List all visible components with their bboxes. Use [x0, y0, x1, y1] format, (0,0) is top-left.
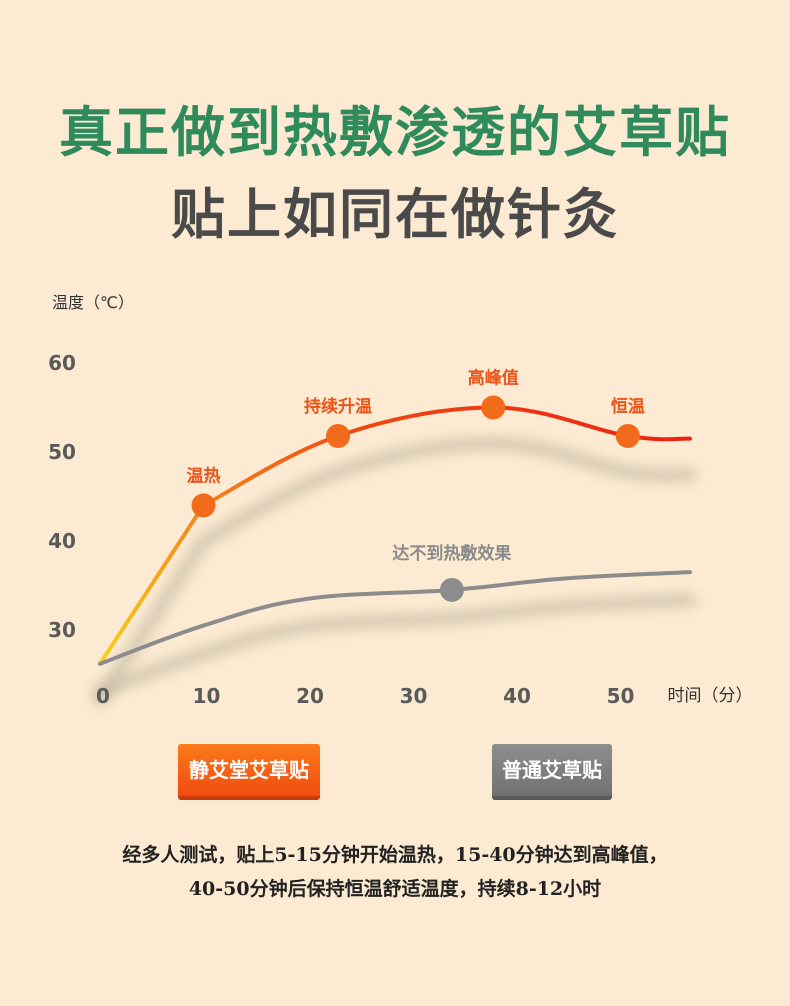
- y-tick-label: 30: [48, 618, 76, 642]
- legend-normal: 普通艾草贴: [492, 744, 612, 796]
- y-axis-label: 温度（℃）: [52, 293, 134, 312]
- data-point-marker: [191, 493, 216, 518]
- y-tick-label: 40: [48, 529, 76, 553]
- y-tick-label: 50: [48, 440, 76, 464]
- x-axis-label: 时间（分）: [668, 686, 753, 706]
- x-tick-label: 10: [193, 684, 221, 708]
- data-point-marker: [481, 395, 506, 420]
- x-tick-label: 20: [296, 684, 324, 708]
- series-shadow: [93, 436, 697, 707]
- x-tick-label: 40: [503, 684, 531, 708]
- annotation-label: 高峰值: [468, 368, 519, 389]
- annotation-label: 温热: [187, 465, 221, 486]
- annotation-label: 持续升温: [304, 396, 372, 417]
- y-tick-label: 60: [48, 351, 76, 375]
- test-note-line1: 经多人测试，贴上5-15分钟开始温热，15-40分钟达到高峰值，: [122, 844, 668, 866]
- series-line-normal: [98, 570, 692, 666]
- data-point-marker: [326, 423, 351, 448]
- data-point-marker: [615, 423, 640, 448]
- x-tick-label: 0: [96, 684, 110, 708]
- legend-jingai: 静艾堂艾草贴: [178, 744, 320, 796]
- test-note-line2: 40-50分钟后保持恒温舒适温度，持续8-12小时: [188, 878, 602, 900]
- annotation-label: 恒温: [611, 396, 645, 417]
- headline-sub: 贴上如同在做针灸: [171, 182, 619, 246]
- annotation-label: 达不到热敷效果: [392, 543, 511, 564]
- x-tick-label: 30: [400, 684, 428, 708]
- data-point-marker: [439, 577, 464, 602]
- series-shadow: [93, 593, 697, 699]
- x-tick-label: 50: [607, 684, 635, 708]
- headline-main: 真正做到热敷渗透的艾草贴: [59, 100, 731, 164]
